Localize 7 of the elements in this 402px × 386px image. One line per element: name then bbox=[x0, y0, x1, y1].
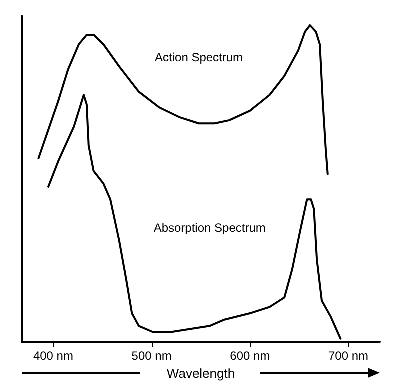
x-axis-title: Wavelength bbox=[166, 366, 236, 381]
x-tick-label: 500 nm bbox=[132, 349, 172, 363]
x-tick-label: 400 nm bbox=[33, 349, 74, 363]
x-tick-label: 700 nm bbox=[328, 349, 369, 363]
text: Absorption Spectrum bbox=[154, 221, 266, 236]
text: Action Spectrum bbox=[155, 50, 244, 65]
x-tick-label: 600 nm bbox=[230, 349, 270, 363]
